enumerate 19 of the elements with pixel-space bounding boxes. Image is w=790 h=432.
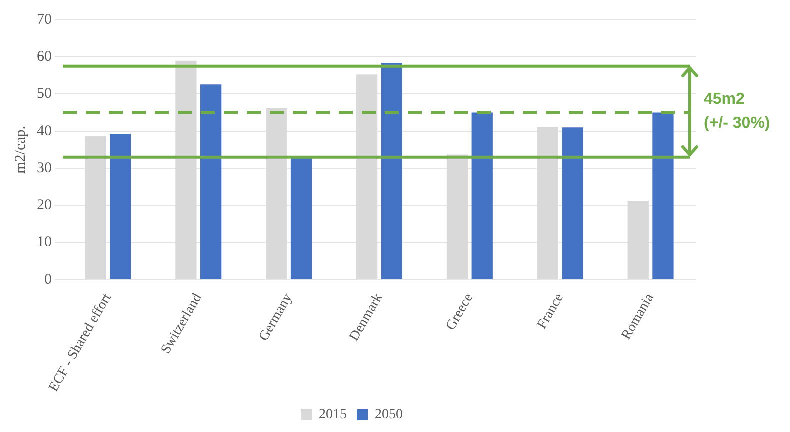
y-tick-label: 40 bbox=[37, 123, 52, 140]
y-axis-title: m2/cap. bbox=[12, 126, 29, 174]
y-tick-label: 50 bbox=[37, 86, 52, 102]
legend-label: 2050 bbox=[375, 408, 403, 423]
bar bbox=[652, 112, 674, 280]
bar bbox=[200, 84, 222, 280]
legend-label: 2015 bbox=[319, 408, 347, 423]
bar bbox=[562, 128, 584, 280]
y-tick-label: 70 bbox=[37, 12, 52, 28]
text: 45m2 (+/- 30%) bbox=[704, 90, 771, 134]
y-tick-label: 60 bbox=[37, 49, 52, 66]
y-tick-label: 20 bbox=[37, 198, 52, 214]
bar bbox=[290, 158, 312, 280]
bar bbox=[381, 63, 403, 280]
y-tick-label: 30 bbox=[37, 160, 52, 176]
bar bbox=[472, 112, 493, 280]
y-tick-label: 10 bbox=[37, 234, 52, 251]
bar bbox=[110, 134, 132, 280]
y-tick-label: 0 bbox=[44, 272, 52, 288]
